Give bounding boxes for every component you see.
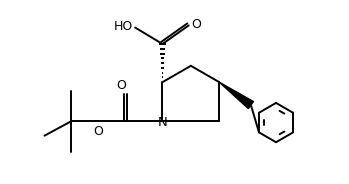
Text: O: O (191, 18, 201, 31)
Text: N: N (158, 116, 168, 129)
Text: O: O (94, 125, 103, 138)
Text: O: O (117, 79, 127, 92)
Text: HO: HO (114, 20, 133, 33)
Polygon shape (219, 82, 253, 109)
